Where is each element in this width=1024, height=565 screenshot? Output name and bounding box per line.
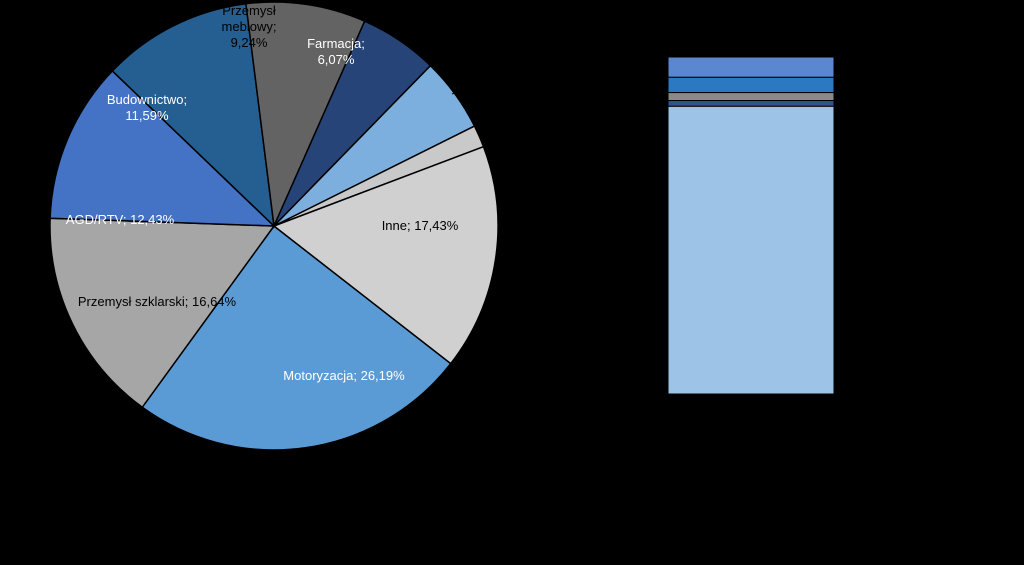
bar-label-transport-i-logistyka: Transport i logistyka; 1,05% bbox=[837, 53, 985, 68]
pie-label-agd-rtv: AGD/RTV; 12,43% bbox=[66, 212, 175, 227]
pie-label-farmacja: Farmacja; 6,07% bbox=[307, 36, 365, 67]
pie-slice-agd-rtv bbox=[49, 69, 276, 227]
connector-line-top bbox=[483, 56, 669, 148]
pie-slice-budownictwo bbox=[111, 2, 276, 229]
pie-label-inne: Inne; 17,43% bbox=[382, 218, 459, 233]
pie-label-przemysl-szklarski: Przemysł szklarski; 16,64% bbox=[78, 294, 237, 309]
pie-slice-przemysl-szklarski bbox=[49, 217, 276, 409]
connector-line-bottom bbox=[450, 363, 669, 395]
pie-slice-motoryzacja bbox=[141, 224, 452, 451]
pie-group bbox=[49, 1, 499, 451]
leader-line-przemysl-tworzyw bbox=[451, 83, 479, 95]
bar-label-sport-i-turystyka: Sport i turystyka; 0,30% bbox=[848, 112, 975, 127]
pie-label-przemysl-opakowaniowy: Przemysł opakowaniowy; 5,71% bbox=[427, 30, 562, 61]
pie-label-motoryzacja: Motoryzacja; 26,19% bbox=[283, 368, 405, 383]
bar-segment-reklama bbox=[667, 76, 835, 94]
stacked-bar-group bbox=[667, 56, 835, 395]
pie-label-budownictwo: Budownictwo; 11,59% bbox=[107, 92, 187, 123]
leader-line-sport bbox=[834, 109, 847, 121]
bar-segment-transport-i-logistyka bbox=[667, 56, 835, 78]
bar-label-przemysl-chemiczny: Przemysł chemiczny; 0,41% bbox=[836, 91, 985, 106]
bar-label-reklama: Reklama; 0,79% bbox=[840, 73, 927, 88]
bar-segment-inne bbox=[667, 105, 835, 395]
bar-segment-przemysl-chemiczny bbox=[667, 92, 835, 102]
bar-label-inne: Inne; 14,87% bbox=[845, 243, 915, 258]
connector-group bbox=[450, 56, 847, 395]
pie-slice-inne bbox=[272, 145, 499, 365]
label-group: Motoryzacja; 26,19% Przemysł szklarski; 1… bbox=[66, 3, 986, 383]
bar-segment-sport-i-turystyka bbox=[667, 100, 835, 107]
pie-label-przemysl-meblowy: Przemysł meblowy; 9,24% bbox=[222, 3, 277, 50]
pie-label-przemysl-tworzyw-sztucznych: Przemysł tworzyw sztucznych; 1,71% bbox=[500, 76, 598, 107]
pie-slice-przemysl-meblowy bbox=[245, 1, 366, 229]
